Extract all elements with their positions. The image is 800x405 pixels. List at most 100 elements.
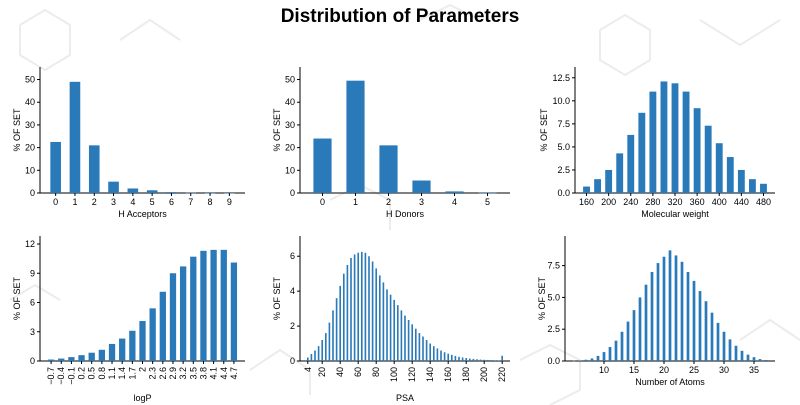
x-tick-label: 7 bbox=[188, 197, 193, 207]
bar bbox=[632, 310, 636, 361]
bar bbox=[368, 256, 370, 361]
bar bbox=[458, 356, 460, 361]
x-tick-label: 160 bbox=[579, 197, 594, 207]
bar bbox=[682, 91, 690, 193]
bar bbox=[737, 169, 745, 193]
psa-chart: 0 2 4 6 % OF SET PSA 4 20 40 60 80 100 120 140 160 180 2… bbox=[272, 236, 510, 403]
bar bbox=[129, 330, 136, 361]
bar bbox=[584, 359, 588, 361]
x-tick-label: 1.1 bbox=[107, 367, 117, 380]
bar bbox=[627, 134, 635, 193]
bar bbox=[726, 157, 734, 193]
y-tick-label: 0 bbox=[30, 188, 35, 198]
x-tick-label: 120 bbox=[407, 367, 417, 382]
bar bbox=[412, 180, 431, 193]
x-tick-label: 3.5 bbox=[188, 367, 198, 380]
bar bbox=[108, 181, 119, 193]
bar bbox=[497, 360, 500, 361]
bar bbox=[764, 359, 768, 361]
y-tick-label: 0.0 bbox=[557, 188, 570, 198]
bar bbox=[379, 145, 398, 193]
y-tick-label: 50 bbox=[25, 75, 35, 85]
x-tick-label: −0.1 bbox=[66, 367, 76, 385]
bar bbox=[169, 273, 177, 361]
bar bbox=[422, 336, 424, 361]
bar bbox=[88, 352, 95, 361]
bar bbox=[127, 188, 139, 193]
bar bbox=[324, 333, 327, 361]
bar bbox=[230, 262, 238, 361]
bar bbox=[698, 291, 702, 361]
bar bbox=[58, 358, 65, 361]
bar bbox=[590, 358, 594, 361]
bar bbox=[108, 343, 116, 361]
bar bbox=[656, 263, 660, 361]
bar bbox=[339, 285, 342, 361]
h-donors-chart: 0 10 20 30 40 50 % OF SET H Donors 0 1 2 3 4 5 bbox=[272, 67, 510, 219]
bar bbox=[396, 305, 399, 361]
bar bbox=[454, 355, 457, 361]
y-tick-label: 10 bbox=[25, 165, 35, 175]
bar bbox=[443, 352, 446, 361]
bar bbox=[78, 355, 85, 361]
bar bbox=[660, 81, 668, 193]
bar bbox=[429, 343, 432, 361]
x-tick-label: 3.8 bbox=[198, 367, 208, 380]
x-tick-label: −0.4 bbox=[56, 367, 66, 385]
bar bbox=[662, 256, 666, 361]
bar bbox=[758, 359, 762, 361]
y-tick-label: 4 bbox=[290, 286, 295, 296]
bar bbox=[159, 291, 166, 361]
bar bbox=[704, 301, 708, 361]
bar bbox=[740, 350, 744, 361]
number-of-atoms-chart: 0.0 2.5 5.0 7.5% OF SET Number of Atoms 10 15 2… bbox=[537, 236, 775, 387]
bar bbox=[440, 350, 442, 361]
x-tick-label: 2.9 bbox=[168, 367, 178, 380]
x-tick-label: 480 bbox=[756, 197, 771, 207]
x-tick-label: 25 bbox=[689, 365, 699, 375]
y-axis-label: % OF SET bbox=[537, 277, 547, 321]
bar bbox=[638, 112, 646, 193]
bar bbox=[47, 359, 55, 361]
x-tick-label: 4 bbox=[130, 197, 135, 207]
bar bbox=[432, 346, 435, 361]
x-tick-label: 360 bbox=[690, 197, 705, 207]
x-tick-label: 140 bbox=[425, 367, 435, 382]
y-tick-label: 7.5 bbox=[547, 261, 560, 271]
bar bbox=[404, 315, 406, 361]
x-tick-label: 4 bbox=[303, 367, 313, 372]
x-tick-label: 2.3 bbox=[148, 367, 158, 380]
bar bbox=[317, 346, 320, 361]
x-tick-label: 1.7 bbox=[127, 367, 137, 380]
x-tick-label: 3 bbox=[419, 197, 424, 207]
bar bbox=[468, 358, 471, 361]
bar bbox=[501, 355, 504, 361]
bar bbox=[465, 358, 468, 361]
x-tick-label: 5 bbox=[485, 197, 490, 207]
bar bbox=[139, 321, 146, 361]
bar bbox=[436, 348, 439, 361]
bar bbox=[716, 322, 720, 361]
bar bbox=[614, 340, 618, 361]
x-tick-label: 400 bbox=[712, 197, 727, 207]
x-tick-label: 10 bbox=[599, 365, 609, 375]
x-tick-label: 4.1 bbox=[209, 367, 219, 380]
x-tick-label: 0.8 bbox=[97, 367, 107, 380]
x-tick-label: 6 bbox=[169, 197, 174, 207]
bar bbox=[494, 360, 496, 361]
x-tick-label: 40 bbox=[335, 367, 345, 377]
x-tick-label: 180 bbox=[461, 367, 471, 382]
x-axis-label: H Acceptors bbox=[118, 209, 167, 219]
bar bbox=[594, 179, 602, 193]
bar bbox=[414, 328, 417, 361]
bar bbox=[596, 355, 600, 361]
x-axis-label: logP bbox=[133, 393, 151, 403]
x-tick-label: 20 bbox=[659, 365, 669, 375]
x-tick-label: 15 bbox=[629, 365, 639, 375]
x-axis-label: Molecular weight bbox=[641, 209, 709, 219]
bar bbox=[425, 340, 428, 361]
x-tick-label: 440 bbox=[734, 197, 749, 207]
bar bbox=[69, 81, 81, 193]
